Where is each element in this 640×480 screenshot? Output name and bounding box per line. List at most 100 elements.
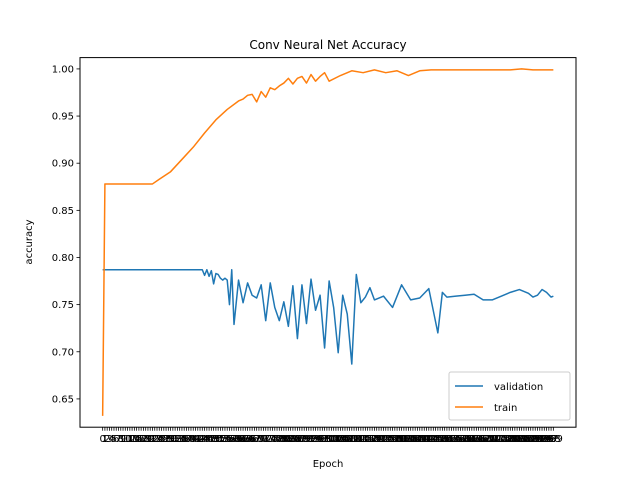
x-tick-label: 15 <box>130 434 143 445</box>
x-tick-label: 194 <box>532 434 551 445</box>
x-tick-label: 97 <box>316 434 329 445</box>
x-tick-label: 143 <box>417 434 436 445</box>
x-tick-label: 140 <box>410 434 429 445</box>
x-tick-label: 50 <box>210 434 223 445</box>
x-axis-label: Epoch <box>313 459 344 470</box>
x-tick-label: 28 <box>160 434 173 445</box>
x-tick-label: 80 <box>277 434 290 445</box>
x-tick-label: 158 <box>451 434 470 445</box>
x-tick-label: 199 <box>544 434 563 445</box>
x-tick-label: 93 <box>307 434 320 445</box>
x-tick-label: 31 <box>166 434 179 445</box>
x-tick-label: 195 <box>535 434 554 445</box>
x-tick-label: 130 <box>388 434 407 445</box>
x-tick-label: 39 <box>185 434 198 445</box>
x-tick-label: 69 <box>253 434 266 445</box>
chart-title: Conv Neural Net Accuracy <box>249 38 406 52</box>
x-tick-label: 177 <box>494 434 513 445</box>
x-tick-label: 27 <box>157 434 170 445</box>
x-tick-label: 84 <box>287 434 300 445</box>
x-tick-label: 134 <box>397 434 416 445</box>
x-tick-label: 118 <box>360 434 379 445</box>
x-tick-label: 16 <box>133 434 146 445</box>
x-tick-label: 142 <box>415 434 434 445</box>
y-tick-label: 1.00 <box>52 64 74 75</box>
y-tick-label: 0.65 <box>52 394 74 405</box>
x-tick-label: 157 <box>449 434 468 445</box>
x-tick-label: 181 <box>503 434 522 445</box>
x-tick-label: 193 <box>530 434 549 445</box>
x-tick-label: 59 <box>230 434 243 445</box>
x-tick-label: 178 <box>496 434 515 445</box>
x-tick-label: 150 <box>433 434 452 445</box>
x-tick-label: 79 <box>275 434 288 445</box>
y-tick-label: 0.85 <box>52 206 74 217</box>
x-tick-label: 109 <box>340 434 359 445</box>
x-tick-label: 145 <box>422 434 441 445</box>
x-tick-label: 147 <box>426 434 445 445</box>
x-tick-label: 34 <box>173 434 186 445</box>
x-tick-label: 197 <box>539 434 558 445</box>
x-tick-label: 95 <box>311 434 324 445</box>
series-line-train <box>101 68 554 416</box>
x-tick-label: 13 <box>126 434 139 445</box>
x-tick-label: 25 <box>153 434 166 445</box>
x-tick-label: 89 <box>298 434 311 445</box>
x-tick-label: 33 <box>171 434 184 445</box>
x-tick-label: 128 <box>383 434 402 445</box>
x-tick-label: 131 <box>390 434 409 445</box>
legend: validation train <box>448 371 571 421</box>
x-tick-label: 20 <box>142 434 155 445</box>
x-tick-label: 77 <box>271 434 284 445</box>
x-tick-label: 133 <box>394 434 413 445</box>
x-tick-label: 112 <box>347 434 366 445</box>
x-tick-label: 151 <box>435 434 454 445</box>
x-tick-label: 100 <box>320 434 339 445</box>
x-tick-label: 166 <box>469 434 488 445</box>
x-tick-label: 81 <box>280 434 293 445</box>
x-tick-label: 138 <box>406 434 425 445</box>
x-tick-label: 55 <box>221 434 234 445</box>
x-tick-label: 127 <box>381 434 400 445</box>
x-tick-label: 154 <box>442 434 461 445</box>
x-tick-label: 153 <box>440 434 459 445</box>
x-tick-label: 37 <box>180 434 193 445</box>
y-tick-label: 0.80 <box>52 253 74 264</box>
plot-area <box>80 57 576 428</box>
x-tick-label: 8 <box>118 434 124 445</box>
x-tick-label: 125 <box>376 434 395 445</box>
x-tick-label: 144 <box>419 434 438 445</box>
x-tick-label: 105 <box>331 434 350 445</box>
x-tick-label: 48 <box>205 434 218 445</box>
y-tick-label: 0.90 <box>52 159 74 170</box>
x-tick-label: 54 <box>219 434 232 445</box>
x-tick-label: 175 <box>489 434 508 445</box>
x-tick-label: 83 <box>284 434 297 445</box>
x-tick-label: 119 <box>363 434 382 445</box>
x-tick-label: 4 <box>109 434 115 445</box>
legend-box <box>448 371 571 421</box>
x-tick-label: 139 <box>408 434 427 445</box>
x-tick-label: 23 <box>148 434 161 445</box>
x-tick-label: 102 <box>324 434 343 445</box>
x-tick-label: 189 <box>521 434 540 445</box>
x-tick-label: 52 <box>214 434 227 445</box>
x-tick-label: 171 <box>480 434 499 445</box>
x-tick-label: 99 <box>321 434 334 445</box>
x-tick-label: 94 <box>309 434 322 445</box>
x-tick-label: 9 <box>120 434 126 445</box>
x-tick-label: 38 <box>182 434 195 445</box>
x-tick-label: 41 <box>189 434 202 445</box>
x-tick-label: 137 <box>403 434 422 445</box>
x-tick-label: 57 <box>225 434 238 445</box>
x-tick-label: 21 <box>144 434 157 445</box>
x-tick-label: 187 <box>517 434 536 445</box>
x-tick-label: 62 <box>237 434 250 445</box>
x-tick-label: 40 <box>187 434 200 445</box>
x-tick-label: 103 <box>326 434 345 445</box>
x-tick-label: 186 <box>514 434 533 445</box>
x-tick-label: 70 <box>255 434 268 445</box>
x-tick-label: 30 <box>164 434 177 445</box>
x-tick-label: 185 <box>512 434 531 445</box>
